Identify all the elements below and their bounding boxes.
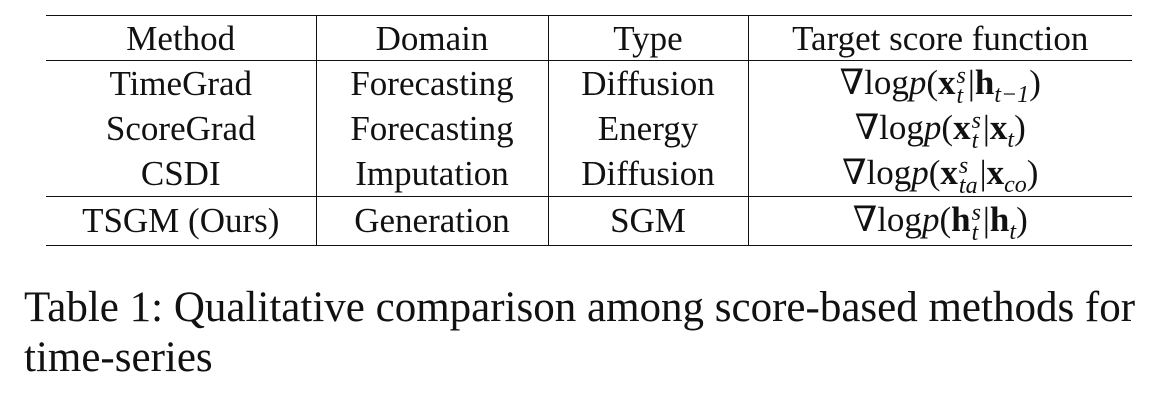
comparison-table: Method Domain Type Target score function… bbox=[46, 15, 1132, 246]
cell-target-score: ∇logp(x s t |ht−1) bbox=[747, 60, 1132, 109]
cell-method: TSGM (Ours) bbox=[46, 196, 316, 246]
math-condition-subscript: co bbox=[1004, 171, 1027, 198]
math-superscript: s bbox=[956, 62, 966, 89]
math-variable: x bbox=[937, 63, 956, 102]
math-close-paren: ) bbox=[1016, 200, 1028, 240]
math-condition: h bbox=[989, 200, 1010, 240]
math-variable: x bbox=[940, 152, 958, 192]
header-method: Method bbox=[46, 15, 316, 61]
math-variable: h bbox=[951, 200, 971, 240]
math-subscript: t bbox=[956, 82, 964, 109]
math-given-bar: | bbox=[982, 200, 990, 240]
cell-target-score: ∇logp(h s t |ht) bbox=[747, 196, 1132, 247]
math-condition-subscript: t−1 bbox=[994, 82, 1030, 108]
cell-type: SGM bbox=[547, 196, 748, 246]
math-gradient-log: ∇log bbox=[852, 200, 922, 240]
math-subscript: t bbox=[971, 220, 979, 247]
math-variable: x bbox=[953, 107, 971, 147]
math-given-bar: | bbox=[982, 107, 990, 147]
math-condition: x bbox=[986, 152, 1005, 192]
header-type: Type bbox=[547, 15, 748, 61]
cell-target-score: ∇logp(x s t |xt) bbox=[747, 105, 1132, 154]
math-condition-subscript: t bbox=[1007, 126, 1015, 153]
math-superscript: s bbox=[958, 152, 969, 179]
cell-domain: Imputation bbox=[315, 150, 548, 197]
math-p: p bbox=[921, 200, 940, 240]
math-gradient-log: ∇log bbox=[839, 63, 909, 102]
cell-type: Energy bbox=[547, 105, 748, 151]
cell-method: ScoreGrad bbox=[105, 108, 256, 148]
math-gradient-log: ∇log bbox=[854, 107, 924, 147]
table-row: ScoreGrad Forecasting Energy ∇logp(x s t |x… bbox=[46, 105, 1132, 154]
math-gradient-log: ∇log bbox=[842, 152, 912, 192]
math-p: p bbox=[911, 152, 929, 192]
math-given-bar: | bbox=[967, 63, 975, 102]
math-sup-sub: s ta bbox=[958, 152, 978, 199]
math-subscript: t bbox=[971, 127, 979, 154]
math-close-paren: ) bbox=[1026, 152, 1039, 192]
math-condition: h bbox=[974, 63, 995, 102]
cell-domain: Forecasting bbox=[315, 105, 548, 151]
table-row-ours: TSGM (Ours) Generation SGM ∇logp(h s t |ht) bbox=[46, 196, 1132, 247]
header-target-score-function: Target score function bbox=[747, 15, 1132, 61]
cell-domain: Generation bbox=[315, 196, 548, 246]
cell-method: TimeGrad bbox=[109, 63, 253, 103]
math-condition-subscript: t bbox=[1009, 219, 1017, 246]
math-p: p bbox=[923, 107, 942, 147]
table-caption: Table 1: Qualitative comparison among sc… bbox=[24, 284, 1136, 381]
table-row: CSDI Imputation Diffusion ∇logp(x s ta |xco… bbox=[46, 150, 1132, 199]
math-open-paren: ( bbox=[941, 107, 954, 147]
math-given-bar: | bbox=[979, 152, 987, 192]
math-open-paren: ( bbox=[928, 152, 941, 192]
table-row: TimeGrad Forecasting Diffusion ∇logp(x s t… bbox=[46, 60, 1132, 109]
math-open-paren: ( bbox=[939, 200, 952, 240]
comparison-table-container: Method Domain Type Target score function… bbox=[46, 15, 1132, 246]
cell-target-score: ∇logp(x s ta |xco) bbox=[747, 150, 1132, 199]
math-superscript: s bbox=[971, 107, 981, 134]
table-header-row: Method Domain Type Target score function bbox=[46, 15, 1132, 61]
math-close-paren: ) bbox=[1014, 107, 1026, 147]
math-condition: x bbox=[989, 107, 1008, 147]
cell-method: CSDI bbox=[46, 150, 316, 197]
cell-type: Diffusion bbox=[547, 150, 748, 197]
math-open-paren: ( bbox=[926, 63, 938, 102]
cell-domain: Forecasting bbox=[315, 60, 548, 106]
cell-type: Diffusion bbox=[547, 60, 748, 106]
math-subscript: ta bbox=[958, 172, 978, 199]
math-superscript: s bbox=[971, 200, 981, 227]
header-domain: Domain bbox=[315, 15, 548, 61]
math-close-paren: ) bbox=[1029, 63, 1041, 102]
math-p: p bbox=[908, 63, 927, 102]
